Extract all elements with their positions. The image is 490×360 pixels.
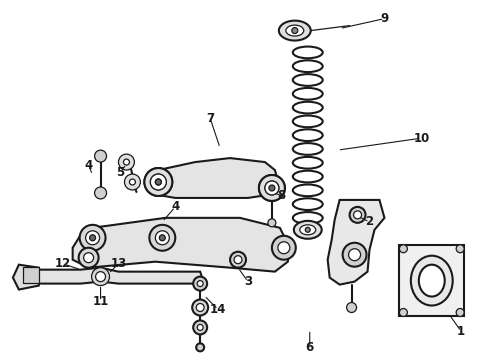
Circle shape: [349, 207, 366, 223]
Text: 4: 4: [84, 158, 93, 172]
Circle shape: [399, 309, 407, 316]
Circle shape: [456, 309, 464, 316]
Ellipse shape: [293, 171, 323, 183]
Polygon shape: [158, 158, 278, 198]
Circle shape: [197, 324, 203, 330]
Circle shape: [129, 179, 135, 185]
Circle shape: [348, 249, 361, 261]
Circle shape: [268, 219, 276, 227]
Text: 13: 13: [110, 257, 126, 270]
Ellipse shape: [294, 221, 322, 239]
Ellipse shape: [293, 60, 323, 72]
Ellipse shape: [292, 28, 298, 33]
Circle shape: [196, 343, 204, 351]
Circle shape: [150, 174, 166, 190]
Text: 6: 6: [306, 341, 314, 354]
Text: 4: 4: [171, 201, 179, 213]
Text: 5: 5: [116, 166, 124, 179]
Circle shape: [119, 154, 134, 170]
Polygon shape: [29, 268, 202, 284]
Circle shape: [84, 253, 94, 263]
Text: 1: 1: [457, 325, 465, 338]
Text: 2: 2: [366, 215, 373, 228]
Polygon shape: [328, 200, 385, 285]
Ellipse shape: [293, 198, 323, 210]
Bar: [23, 267, 39, 283]
Circle shape: [123, 159, 129, 165]
Polygon shape: [73, 218, 290, 272]
Circle shape: [78, 248, 98, 268]
Ellipse shape: [293, 116, 323, 127]
Circle shape: [95, 150, 106, 162]
Circle shape: [86, 231, 99, 245]
Circle shape: [259, 175, 285, 201]
Circle shape: [197, 280, 203, 287]
Text: 10: 10: [413, 132, 429, 145]
Circle shape: [193, 276, 207, 291]
Ellipse shape: [286, 25, 304, 36]
Circle shape: [150, 174, 166, 190]
Ellipse shape: [293, 102, 323, 113]
Circle shape: [95, 187, 106, 199]
Ellipse shape: [293, 157, 323, 168]
Circle shape: [96, 272, 105, 282]
Circle shape: [155, 179, 161, 185]
Text: 9: 9: [380, 12, 389, 25]
Text: 7: 7: [206, 112, 214, 125]
Ellipse shape: [293, 74, 323, 86]
Circle shape: [155, 179, 161, 185]
Circle shape: [155, 231, 169, 245]
Circle shape: [278, 242, 290, 254]
Ellipse shape: [279, 21, 311, 41]
Circle shape: [230, 252, 246, 268]
Circle shape: [80, 225, 105, 251]
Circle shape: [265, 181, 279, 195]
Ellipse shape: [411, 256, 453, 306]
Circle shape: [149, 225, 175, 251]
Ellipse shape: [293, 143, 323, 155]
Circle shape: [343, 243, 367, 267]
Circle shape: [193, 320, 207, 334]
Circle shape: [272, 236, 296, 260]
Text: 8: 8: [278, 189, 286, 202]
Circle shape: [124, 174, 141, 190]
Text: 12: 12: [54, 257, 71, 270]
Ellipse shape: [293, 46, 323, 58]
Text: 11: 11: [93, 295, 109, 308]
Circle shape: [192, 300, 208, 315]
Circle shape: [145, 168, 172, 196]
Polygon shape: [13, 265, 39, 289]
Ellipse shape: [305, 227, 310, 232]
Circle shape: [354, 211, 362, 219]
Circle shape: [456, 245, 464, 253]
Ellipse shape: [293, 184, 323, 196]
Ellipse shape: [293, 88, 323, 100]
Ellipse shape: [300, 225, 316, 235]
Bar: [399, 245, 464, 316]
Circle shape: [234, 256, 242, 264]
Text: 14: 14: [210, 303, 226, 316]
Circle shape: [399, 245, 407, 253]
Circle shape: [145, 168, 172, 196]
Circle shape: [346, 302, 357, 312]
Circle shape: [265, 181, 279, 195]
Circle shape: [92, 268, 110, 285]
Ellipse shape: [419, 265, 445, 297]
Ellipse shape: [293, 129, 323, 141]
Text: 3: 3: [244, 275, 252, 288]
Circle shape: [159, 235, 165, 241]
Ellipse shape: [293, 212, 323, 224]
Circle shape: [259, 175, 285, 201]
Circle shape: [269, 185, 275, 191]
Circle shape: [196, 303, 204, 311]
Circle shape: [90, 235, 96, 241]
